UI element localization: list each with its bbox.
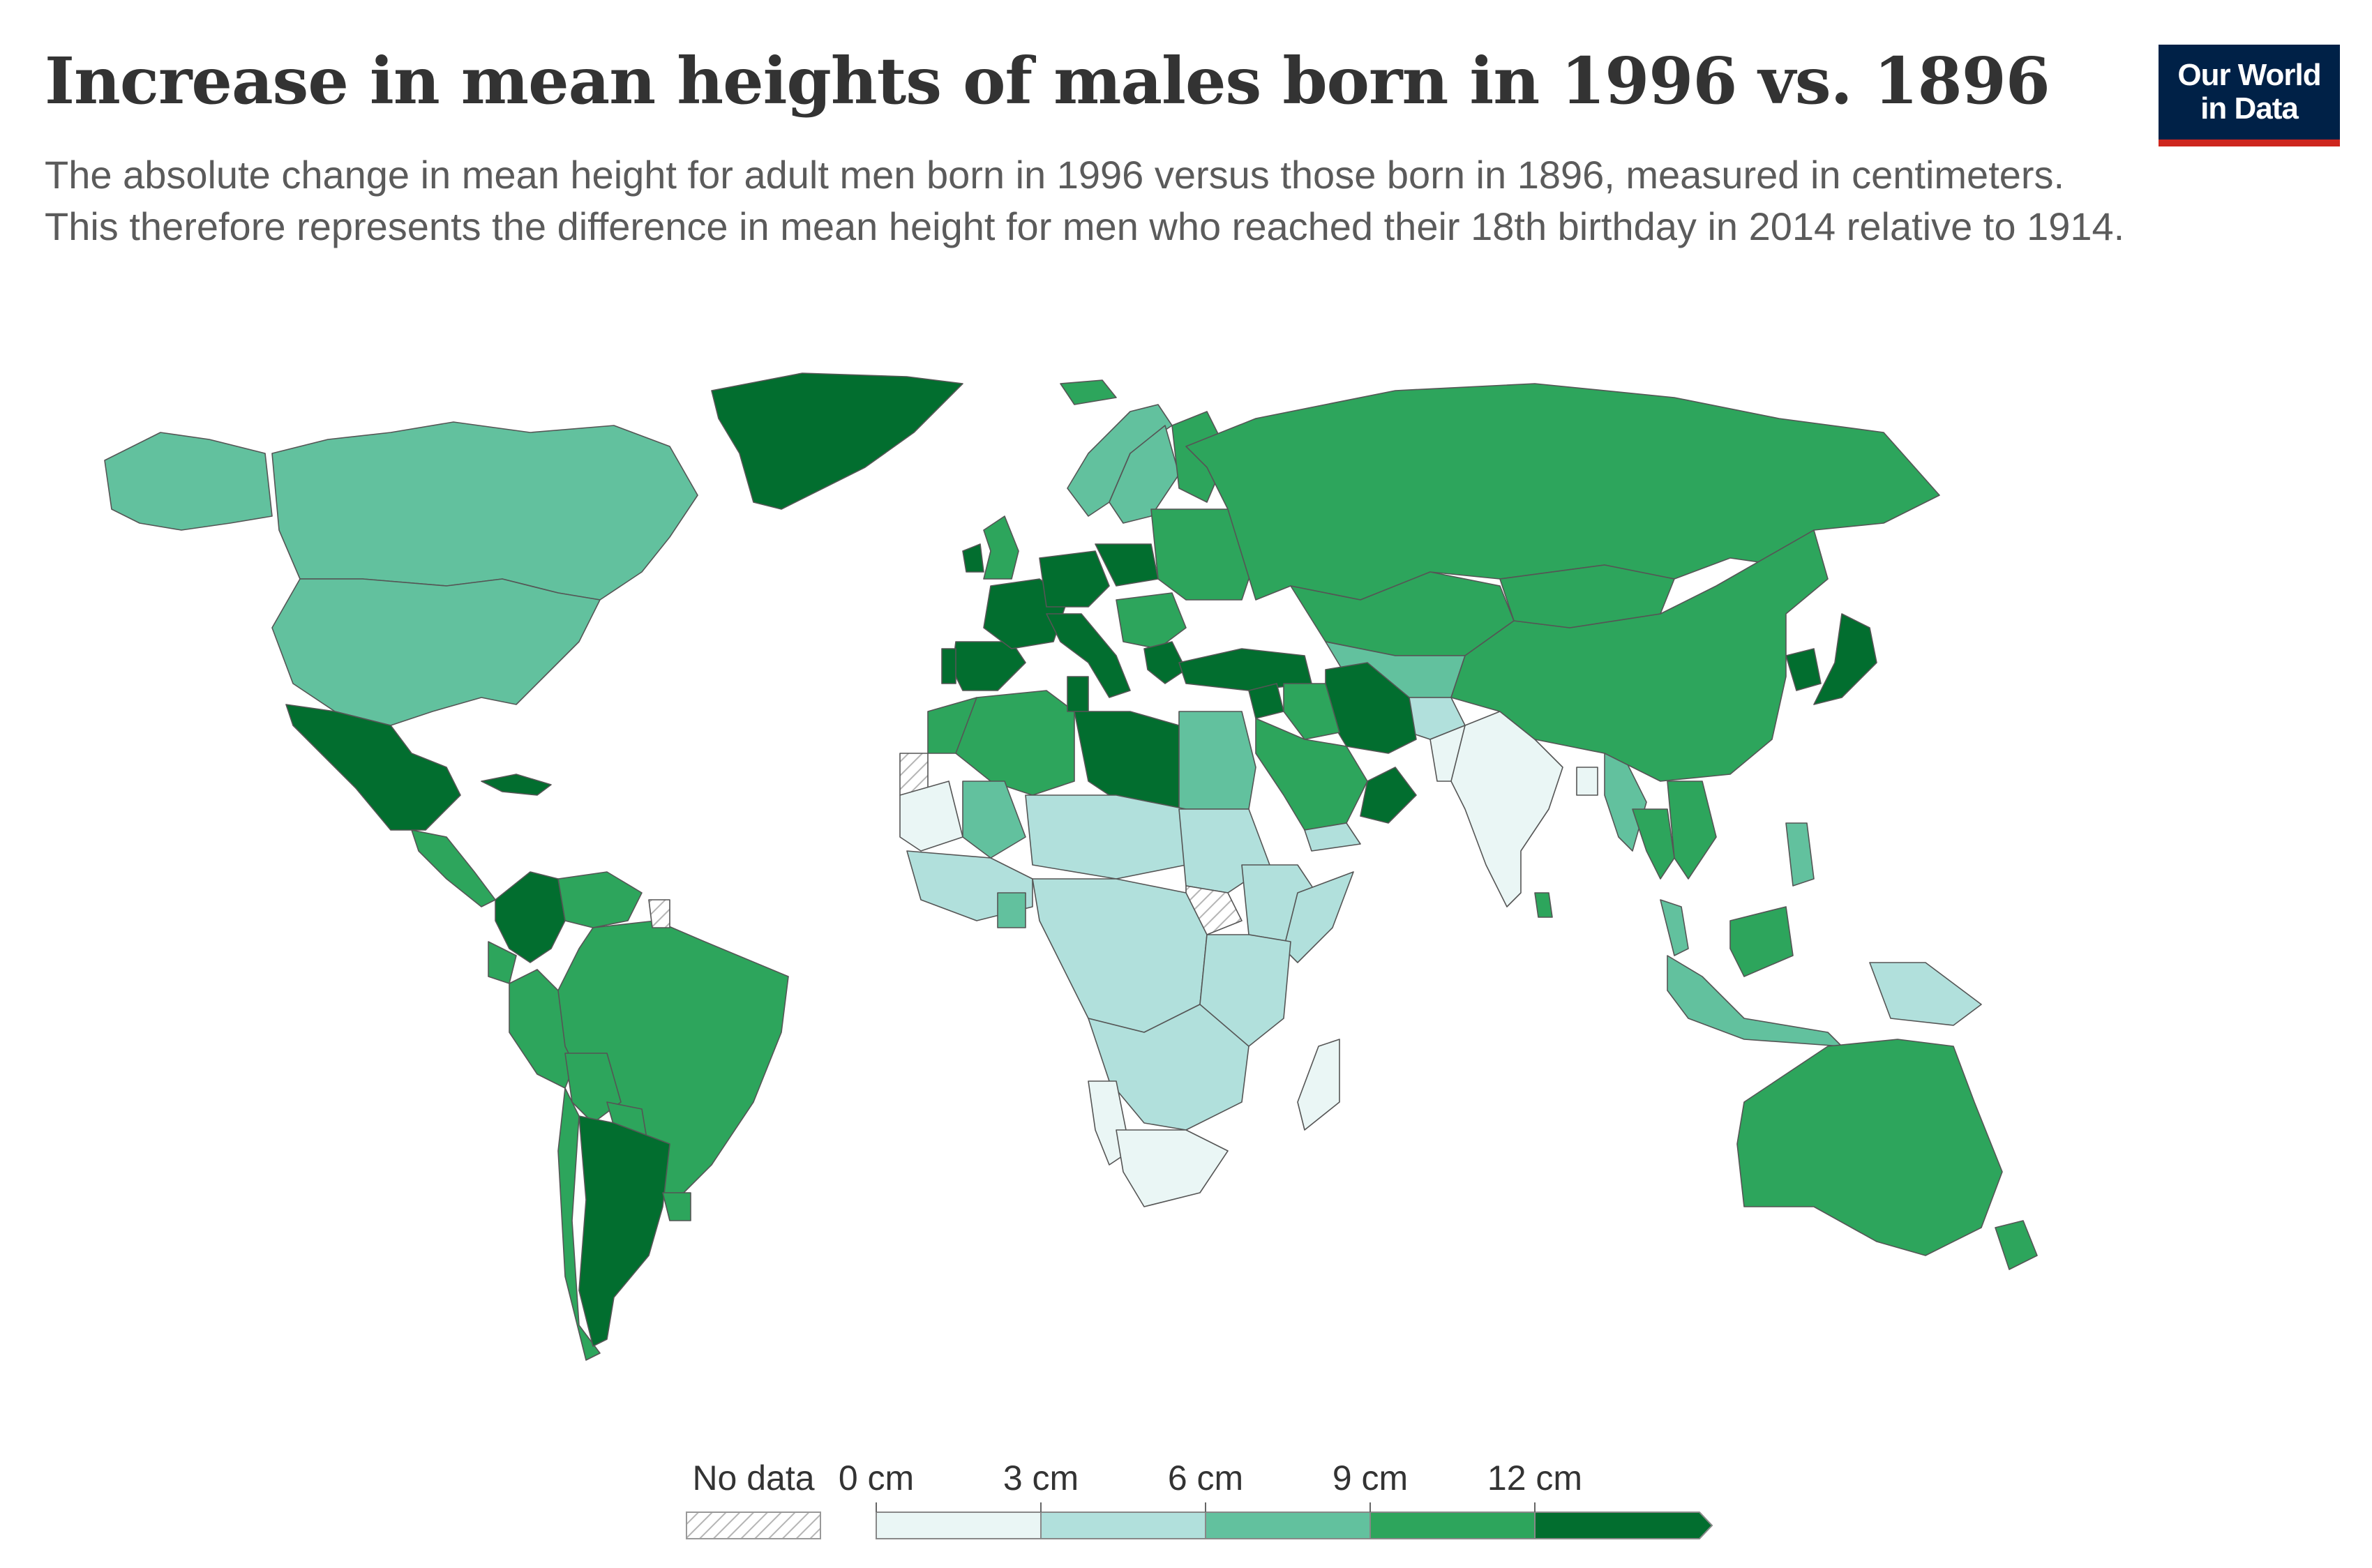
country-germany[interactable]: Germany bbox=[1039, 550, 1110, 608]
country-mali[interactable]: Mali bbox=[962, 781, 1026, 859]
country-united-states[interactable]: United States bbox=[271, 578, 601, 726]
country-uruguay[interactable]: Uruguay bbox=[662, 1192, 691, 1221]
logo-line-1: Our World bbox=[2177, 58, 2321, 92]
country-greece[interactable]: Greece bbox=[1143, 641, 1187, 684]
country-argentina[interactable]: Argentina bbox=[578, 1115, 670, 1347]
country-mauritania[interactable]: Mauritania bbox=[899, 781, 963, 852]
country-new-zealand[interactable]: New Zealand bbox=[1995, 1220, 2038, 1270]
country-sri-lanka[interactable]: Sri Lanka bbox=[1534, 892, 1553, 918]
country-egypt[interactable]: Egypt bbox=[1178, 711, 1256, 810]
country-balkans[interactable]: Balkans bbox=[1116, 592, 1187, 649]
country-yemen[interactable]: Yemen bbox=[1304, 822, 1361, 852]
legend-bin-label: 12 cm bbox=[1487, 1458, 1582, 1498]
country-iraq[interactable]: Iraq bbox=[1283, 683, 1340, 740]
country-ireland[interactable]: Ireland bbox=[962, 543, 984, 573]
country-mongolia[interactable]: Mongolia bbox=[1499, 564, 1675, 628]
country-papua-new-guinea[interactable]: Papua New Guinea bbox=[1869, 962, 1982, 1026]
legend-bin-label: 9 cm bbox=[1333, 1458, 1408, 1498]
country-mexico[interactable]: Mexico bbox=[285, 704, 461, 831]
country-syria[interactable]: Syria bbox=[1248, 683, 1284, 719]
country-philippines[interactable]: Philippines bbox=[1785, 822, 1815, 887]
country-russia[interactable]: Russia bbox=[1185, 383, 1940, 601]
legend-bin-label: 3 cm bbox=[1003, 1458, 1079, 1498]
legend-bin-label: 0 cm bbox=[839, 1458, 914, 1498]
legend-bin-swatch[interactable] bbox=[1205, 1512, 1371, 1539]
country-southern-africa[interactable]: Southern Africa bbox=[1088, 1004, 1249, 1131]
country-bangladesh[interactable]: Bangladesh bbox=[1576, 767, 1598, 796]
country-south-africa[interactable]: South Africa bbox=[1116, 1129, 1229, 1207]
country-portugal[interactable]: Portugal bbox=[941, 648, 956, 684]
country-chile[interactable]: Chile bbox=[557, 1087, 601, 1361]
chart-subtitle: The absolute change in mean height for a… bbox=[45, 153, 2125, 248]
country-ghana[interactable]: Ghana bbox=[997, 892, 1026, 928]
country-oman[interactable]: Oman bbox=[1360, 767, 1417, 824]
country-italy[interactable]: Italy bbox=[1046, 613, 1131, 698]
country-japan[interactable]: Japan bbox=[1813, 613, 1877, 705]
country-alaska[interactable]: Alaska bbox=[104, 432, 273, 531]
country-somalia[interactable]: Somalia bbox=[1283, 871, 1354, 963]
country-colombia[interactable]: Colombia bbox=[495, 871, 566, 963]
country-venezuela[interactable]: Venezuela bbox=[557, 871, 643, 928]
country-madagascar[interactable]: Madagascar bbox=[1297, 1039, 1340, 1131]
country-greenland[interactable]: Greenland bbox=[711, 372, 963, 510]
world-map: CanadaUnited StatesAlaskaGreenlandMexico… bbox=[104, 372, 2038, 1361]
country-french-guiana[interactable]: French Guiana bbox=[648, 899, 670, 928]
legend-bin-swatch[interactable] bbox=[1369, 1512, 1536, 1539]
legend-bin-swatch[interactable] bbox=[1534, 1512, 1713, 1539]
legend-no-data-swatch[interactable] bbox=[686, 1512, 821, 1539]
logo-line-2: in Data bbox=[2200, 91, 2299, 126]
legend-bin-label: 6 cm bbox=[1168, 1458, 1243, 1498]
country-vietnam[interactable]: Vietnam bbox=[1667, 781, 1717, 880]
legend-bin-swatch[interactable] bbox=[1040, 1512, 1206, 1539]
legend-no-data-label: No data bbox=[692, 1458, 814, 1498]
country-korea[interactable]: Korea bbox=[1785, 648, 1822, 691]
country-algeria[interactable]: Algeria bbox=[955, 690, 1075, 796]
country-united-kingdom[interactable]: United Kingdom bbox=[983, 515, 1019, 580]
country-central-america[interactable]: Central America bbox=[411, 829, 496, 907]
country-malaysia[interactable]: Malaysia bbox=[1660, 899, 1689, 956]
chart-title: Increase in mean heights of males born i… bbox=[45, 43, 2050, 119]
country-australia[interactable]: Australia bbox=[1736, 1039, 2003, 1256]
country-thailand[interactable]: Thailand bbox=[1632, 808, 1675, 880]
country-iceland[interactable]: Iceland bbox=[1060, 379, 1117, 405]
owid-logo[interactable]: Our World in Data bbox=[2159, 45, 2340, 146]
country-bolivia[interactable]: Bolivia bbox=[564, 1053, 622, 1124]
country-borneo[interactable]: Borneo bbox=[1729, 906, 1794, 977]
country-cuba[interactable]: Cuba bbox=[481, 774, 552, 796]
legend-bin-swatch[interactable] bbox=[876, 1512, 1042, 1539]
